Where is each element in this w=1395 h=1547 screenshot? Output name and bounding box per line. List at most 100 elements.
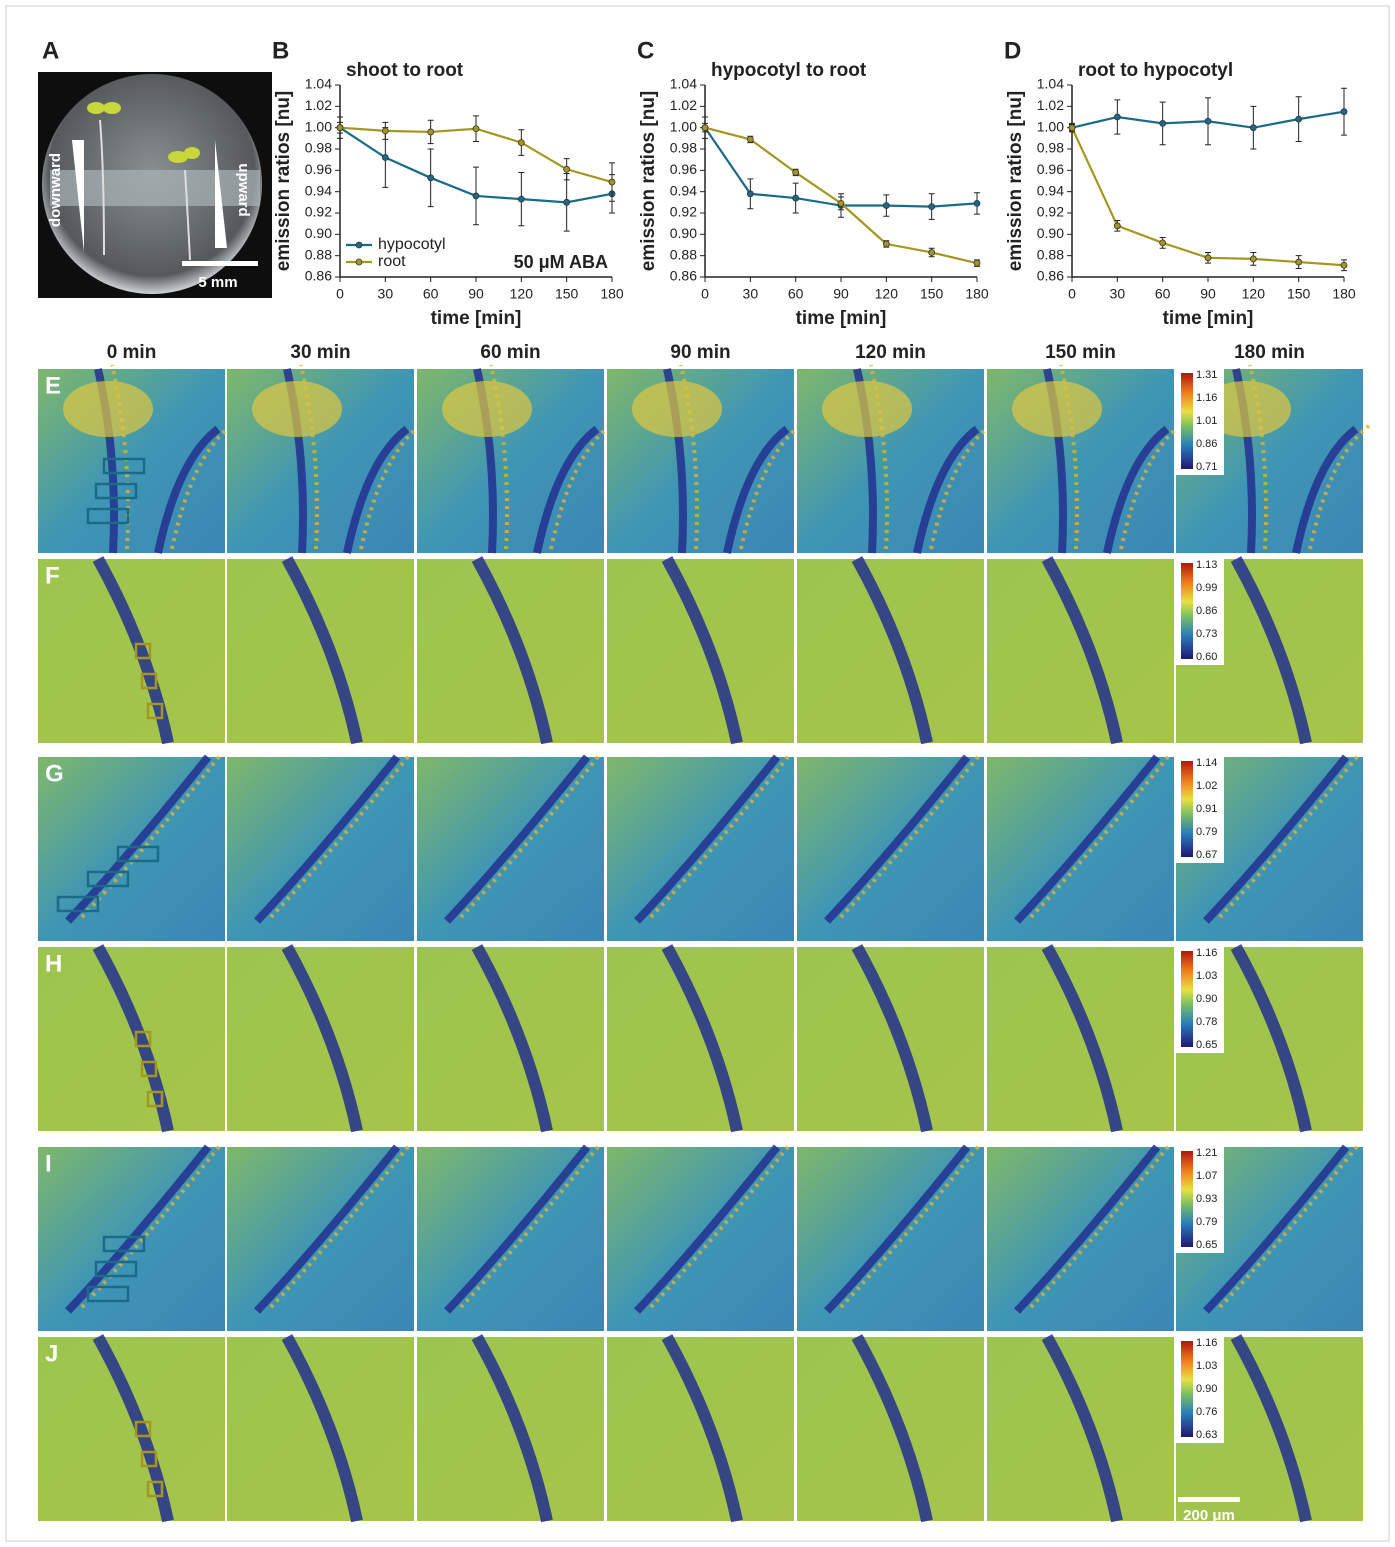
data-point bbox=[883, 241, 889, 247]
image-background bbox=[38, 559, 225, 743]
arrow-label: downward bbox=[47, 153, 64, 227]
y-tick-label: 1.04 bbox=[670, 76, 697, 92]
image-background bbox=[797, 947, 984, 1131]
y-tick-label: 0.96 bbox=[305, 161, 332, 177]
ratio-image bbox=[38, 947, 225, 1131]
image-background bbox=[987, 947, 1174, 1131]
ratio-image bbox=[607, 947, 794, 1131]
time-label: 120 min bbox=[855, 342, 926, 363]
tissue-signal bbox=[442, 381, 532, 437]
data-point bbox=[838, 200, 844, 206]
y-tick-label: 1.02 bbox=[1037, 97, 1064, 113]
data-point bbox=[1341, 109, 1347, 115]
y-tick-label: 0.92 bbox=[1037, 204, 1064, 220]
tissue-signal bbox=[1012, 381, 1102, 437]
data-point bbox=[1205, 118, 1211, 124]
image-background bbox=[607, 559, 794, 743]
y-tick-label: 0.94 bbox=[670, 182, 697, 198]
x-tick-label: 120 bbox=[510, 286, 534, 302]
data-point bbox=[929, 249, 935, 255]
colorbar-label: 0.99 bbox=[1196, 582, 1217, 594]
y-tick-label: 1.02 bbox=[305, 97, 332, 113]
data-point bbox=[518, 140, 524, 146]
ratio-image bbox=[227, 559, 414, 743]
row-label: J bbox=[45, 1340, 58, 1367]
colorbar-label: 1.03 bbox=[1196, 970, 1217, 982]
y-tick-label: 0.98 bbox=[305, 140, 332, 156]
colorbar-label: 1.31 bbox=[1196, 369, 1217, 381]
y-tick-label: 0.96 bbox=[670, 161, 697, 177]
panel-label: D bbox=[1004, 37, 1021, 64]
colorbar-label: 1.14 bbox=[1196, 757, 1217, 769]
image-background bbox=[38, 947, 225, 1131]
colorbar-label: 0.71 bbox=[1196, 461, 1217, 473]
colorbar-label: 1.21 bbox=[1196, 1147, 1217, 1159]
legend-marker bbox=[356, 259, 362, 265]
panel-label: A bbox=[42, 37, 59, 64]
y-tick-label: 0.98 bbox=[1037, 140, 1064, 156]
cotyledon bbox=[184, 147, 200, 159]
image-background bbox=[227, 947, 414, 1131]
legend-label: root bbox=[378, 253, 406, 270]
row-label: E bbox=[45, 372, 61, 399]
ratio-image bbox=[797, 365, 991, 553]
x-tick-label: 90 bbox=[833, 286, 849, 302]
data-point bbox=[929, 204, 935, 210]
ratio-image bbox=[797, 753, 984, 941]
tissue-signal bbox=[63, 381, 153, 437]
image-background bbox=[987, 1337, 1174, 1521]
ratio-image bbox=[417, 1143, 604, 1331]
cotyledon bbox=[87, 102, 105, 114]
x-tick-label: 30 bbox=[378, 286, 394, 302]
row-label: F bbox=[45, 562, 60, 589]
ratio-image bbox=[227, 1143, 414, 1331]
ratio-image bbox=[987, 365, 1181, 553]
y-axis-label: emission ratios [nu] bbox=[273, 91, 294, 272]
ratio-image bbox=[417, 753, 604, 941]
y-tick-label: 0.86 bbox=[670, 268, 697, 284]
colorbar-label: 0.67 bbox=[1196, 849, 1217, 861]
y-tick-label: 0.88 bbox=[305, 246, 332, 262]
y-tick-label: 1.04 bbox=[1037, 76, 1064, 92]
ratio-image bbox=[987, 559, 1174, 743]
image-background bbox=[227, 559, 414, 743]
data-point bbox=[1250, 125, 1256, 131]
colorbar-label: 1.16 bbox=[1196, 1337, 1217, 1349]
colorbar-label: 0.79 bbox=[1196, 826, 1217, 838]
figure: downward upward 5 mm A Bshoot to root0.8… bbox=[0, 0, 1395, 1547]
y-axis-label: emission ratios [nu] bbox=[638, 91, 659, 272]
y-tick-label: 0.94 bbox=[1037, 182, 1064, 198]
image-background bbox=[797, 1337, 984, 1521]
image-background bbox=[417, 559, 604, 743]
colorbar-label: 0.90 bbox=[1196, 1383, 1217, 1395]
x-axis-label: time [min] bbox=[1163, 308, 1254, 329]
ratio-image bbox=[987, 1337, 1174, 1521]
x-tick-label: 90 bbox=[1200, 286, 1216, 302]
y-tick-label: 0.98 bbox=[670, 140, 697, 156]
data-point bbox=[974, 200, 980, 206]
x-tick-label: 120 bbox=[875, 286, 899, 302]
colorbar bbox=[1181, 1341, 1193, 1437]
y-tick-label: 1.02 bbox=[670, 97, 697, 113]
colorbar-label: 1.07 bbox=[1196, 1170, 1217, 1182]
colorbar bbox=[1181, 951, 1193, 1047]
y-tick-label: 0.86 bbox=[305, 268, 332, 284]
arrow-label: upward bbox=[235, 163, 252, 216]
x-tick-label: 0 bbox=[1068, 286, 1076, 302]
x-tick-label: 60 bbox=[788, 286, 804, 302]
photo-panel: downward upward 5 mm A bbox=[38, 37, 272, 298]
colorbar-label: 1.13 bbox=[1196, 559, 1217, 571]
ratio-image bbox=[797, 1337, 984, 1521]
y-tick-label: 1.00 bbox=[670, 118, 697, 134]
colorbar-label: 0.91 bbox=[1196, 803, 1217, 815]
y-tick-label: 0.92 bbox=[670, 204, 697, 220]
image-background bbox=[227, 1337, 414, 1521]
colorbar-label: 1.01 bbox=[1196, 415, 1217, 427]
data-point bbox=[747, 136, 753, 142]
tissue-signal bbox=[822, 381, 912, 437]
image-background bbox=[607, 947, 794, 1131]
time-label: 180 min bbox=[1234, 342, 1305, 363]
data-point bbox=[428, 175, 434, 181]
y-tick-label: 0.90 bbox=[305, 225, 332, 241]
time-label: 60 min bbox=[480, 342, 540, 363]
